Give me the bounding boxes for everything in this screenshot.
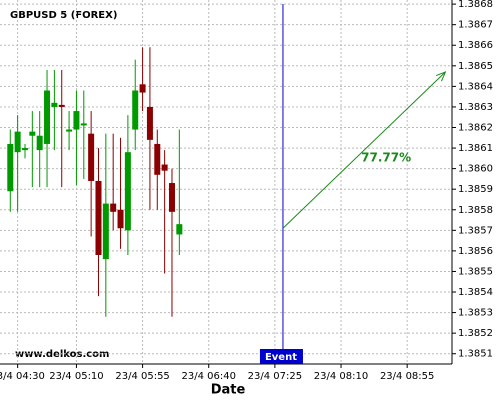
arrow-label: 77.77% (361, 151, 411, 165)
candle-body (88, 133, 95, 181)
y-tick-label: 1.3856 (458, 246, 493, 257)
x-tick-label: 23/4 08:10 (314, 371, 368, 382)
candle-body (29, 131, 36, 136)
candle-body (161, 164, 168, 171)
y-tick-label: 1.3858 (458, 205, 493, 216)
candle-body (124, 152, 131, 231)
candle-body (44, 90, 51, 144)
y-tick-label: 1.3863 (458, 102, 493, 113)
y-tick-label: 1.3865 (458, 61, 493, 72)
candle-body (168, 183, 175, 212)
y-tick-label: 1.3867 (458, 20, 493, 31)
y-tick-label: 1.3868 (458, 0, 493, 10)
watermark: www.delkos.com (15, 349, 109, 360)
y-tick-label: 1.3864 (458, 81, 493, 92)
y-tick-label: 1.3851 (458, 349, 493, 360)
y-tick-label: 1.3861 (458, 143, 493, 154)
candle-body (95, 180, 102, 256)
x-tick-label: 23/4 07:25 (248, 371, 302, 382)
candle-body (58, 104, 65, 107)
candle-body (80, 123, 87, 126)
candle-body (21, 148, 28, 151)
y-tick-label: 1.3860 (458, 164, 493, 175)
candle-body (110, 203, 117, 212)
candle-body (154, 143, 161, 175)
y-tick-label: 1.3866 (458, 40, 493, 51)
arrow-head (435, 71, 447, 82)
y-tick-label: 1.3857 (458, 225, 493, 236)
candle-body (176, 224, 183, 235)
y-tick-label: 1.3854 (458, 287, 493, 298)
chart-title: GBPUSD 5 (FOREX) (10, 10, 117, 21)
x-axis-label: Date (211, 383, 246, 398)
candle-body (73, 111, 80, 130)
event-label: Event (265, 352, 297, 363)
candle-body (66, 129, 73, 132)
y-tick-label: 1.3859 (458, 184, 493, 195)
event-box (259, 349, 303, 364)
candle-body (14, 131, 21, 153)
candle-body (117, 209, 124, 229)
candle-body (51, 102, 58, 107)
y-tick-label: 1.3855 (458, 266, 493, 277)
x-tick-label: 23/4 08:55 (380, 371, 434, 382)
y-tick-label: 1.3862 (458, 123, 493, 134)
y-tick-label: 1.3852 (458, 328, 493, 339)
x-tick-label: 23/4 04:30 (0, 371, 45, 382)
x-tick-label: 23/4 06:40 (182, 371, 236, 382)
candle-body (102, 203, 109, 260)
candle-body (139, 84, 146, 93)
candle-body (36, 135, 43, 151)
y-tick-label: 1.3853 (458, 308, 493, 319)
x-tick-label: 23/4 05:10 (49, 371, 103, 382)
x-tick-label: 23/4 05:55 (115, 371, 169, 382)
candle-body (146, 106, 153, 140)
candle-body (132, 90, 139, 130)
arrow-line (282, 71, 446, 229)
candle-body (7, 143, 14, 192)
